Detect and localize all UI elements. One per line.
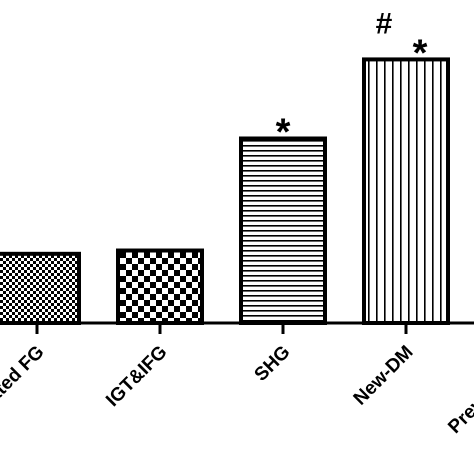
bar-isolated-fg — [0, 251, 81, 326]
x-tick-label-igt-ifg: IGT&IFG — [102, 342, 171, 411]
annotation-shg-star: * — [276, 111, 291, 153]
x-tick-label-new-dm: New-DM — [350, 342, 418, 410]
x-tick-label-isolated-fg: Isolated FG — [0, 342, 49, 430]
annotation-new-dm-hash: # — [376, 7, 393, 40]
bar-shg — [239, 136, 327, 325]
bar-new-dm — [362, 57, 450, 325]
bar-igt-ifg — [116, 248, 204, 325]
x-tick-label-shg: SHG — [251, 342, 295, 386]
x-tick-label-previous-dm: Previous DM — [444, 342, 474, 438]
annotation-new-dm-star: * — [413, 32, 428, 74]
